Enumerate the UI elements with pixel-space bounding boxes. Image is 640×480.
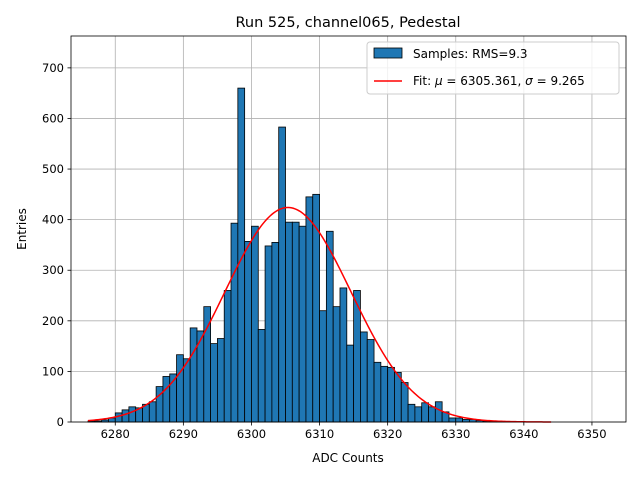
histogram-bar [230,222,239,423]
x-tick-label: 6310 [305,427,334,441]
x-tick-label: 6290 [169,427,198,441]
histogram-bar [285,221,293,423]
plot-frame [70,35,627,423]
x-tick-label: 6350 [577,427,606,441]
y-tick-label: 200 [42,314,64,328]
histogram-bar [291,221,300,423]
histogram-bar [257,329,266,423]
legend-samples-label: Samples: RMS=9.3 [413,47,528,61]
histogram-bar [223,290,232,423]
y-tick-label: 300 [42,263,64,277]
histogram-bar [128,406,137,423]
histogram-bar [332,306,341,423]
histogram-bar [346,344,355,423]
histogram-bar [162,376,171,423]
x-tick-label: 6320 [373,427,402,441]
histogram-bar [366,339,375,423]
histogram-bar [217,338,225,423]
histogram-bar [319,310,327,423]
histogram-bar [121,409,130,423]
histogram-bar [298,225,307,423]
histogram-bar [278,126,286,423]
histogram-bar [360,331,368,423]
histogram-bar [387,366,395,423]
histogram-bar [148,401,157,423]
fit-curve [87,206,552,423]
histogram-bar [407,403,416,423]
y-tick-label: 400 [42,213,64,227]
histogram-bar [448,417,457,423]
histogram-bar [264,245,273,423]
legend-box [366,41,620,95]
legend-fit-label: Fit: μ = 6305.361, σ = 9.265 [413,74,585,88]
y-axis-ticks: 0 100 200 300 400 500 600 700 [42,61,71,429]
legend: Samples: RMS=9.3 Fit: μ = 6305.361, σ = … [366,41,620,95]
histogram-bar [182,358,191,423]
histogram-bar [271,242,280,423]
histogram-bar [428,406,436,423]
histogram-bar [455,417,463,423]
legend-samples-swatch [373,47,403,59]
y-tick-label: 500 [42,162,64,176]
histogram-bar [373,361,382,423]
histogram-bar [414,406,423,423]
y-tick-label: 0 [57,415,64,429]
x-axis-label: ADC Counts [312,451,384,465]
x-tick-label: 6280 [101,427,130,441]
y-axis-label: Entries [15,208,29,250]
x-tick-label: 6330 [441,427,470,441]
histogram-bar [176,354,184,423]
histogram-bar [434,401,443,423]
histogram-bar [339,287,348,423]
histogram-bar [325,230,334,423]
y-tick-label: 600 [42,111,64,125]
histogram-bar [380,365,389,423]
x-tick-label: 6300 [237,427,266,441]
histogram-bar [400,382,409,423]
x-tick-label: 6340 [509,427,538,441]
histogram-bar [189,327,198,423]
histogram-bar [421,402,429,423]
histogram-bar [394,372,402,423]
y-tick-label: 100 [42,364,64,378]
x-axis-ticks: 6280 6290 6300 6310 6320 6330 6340 6350 [101,422,607,441]
histogram-bar [244,240,252,423]
y-tick-label: 700 [42,61,64,75]
histogram-bar [251,225,259,423]
chart-title: Run 525, channel065, Pedestal [235,15,460,31]
histogram-bar [210,343,218,423]
histogram-bar [305,196,314,423]
